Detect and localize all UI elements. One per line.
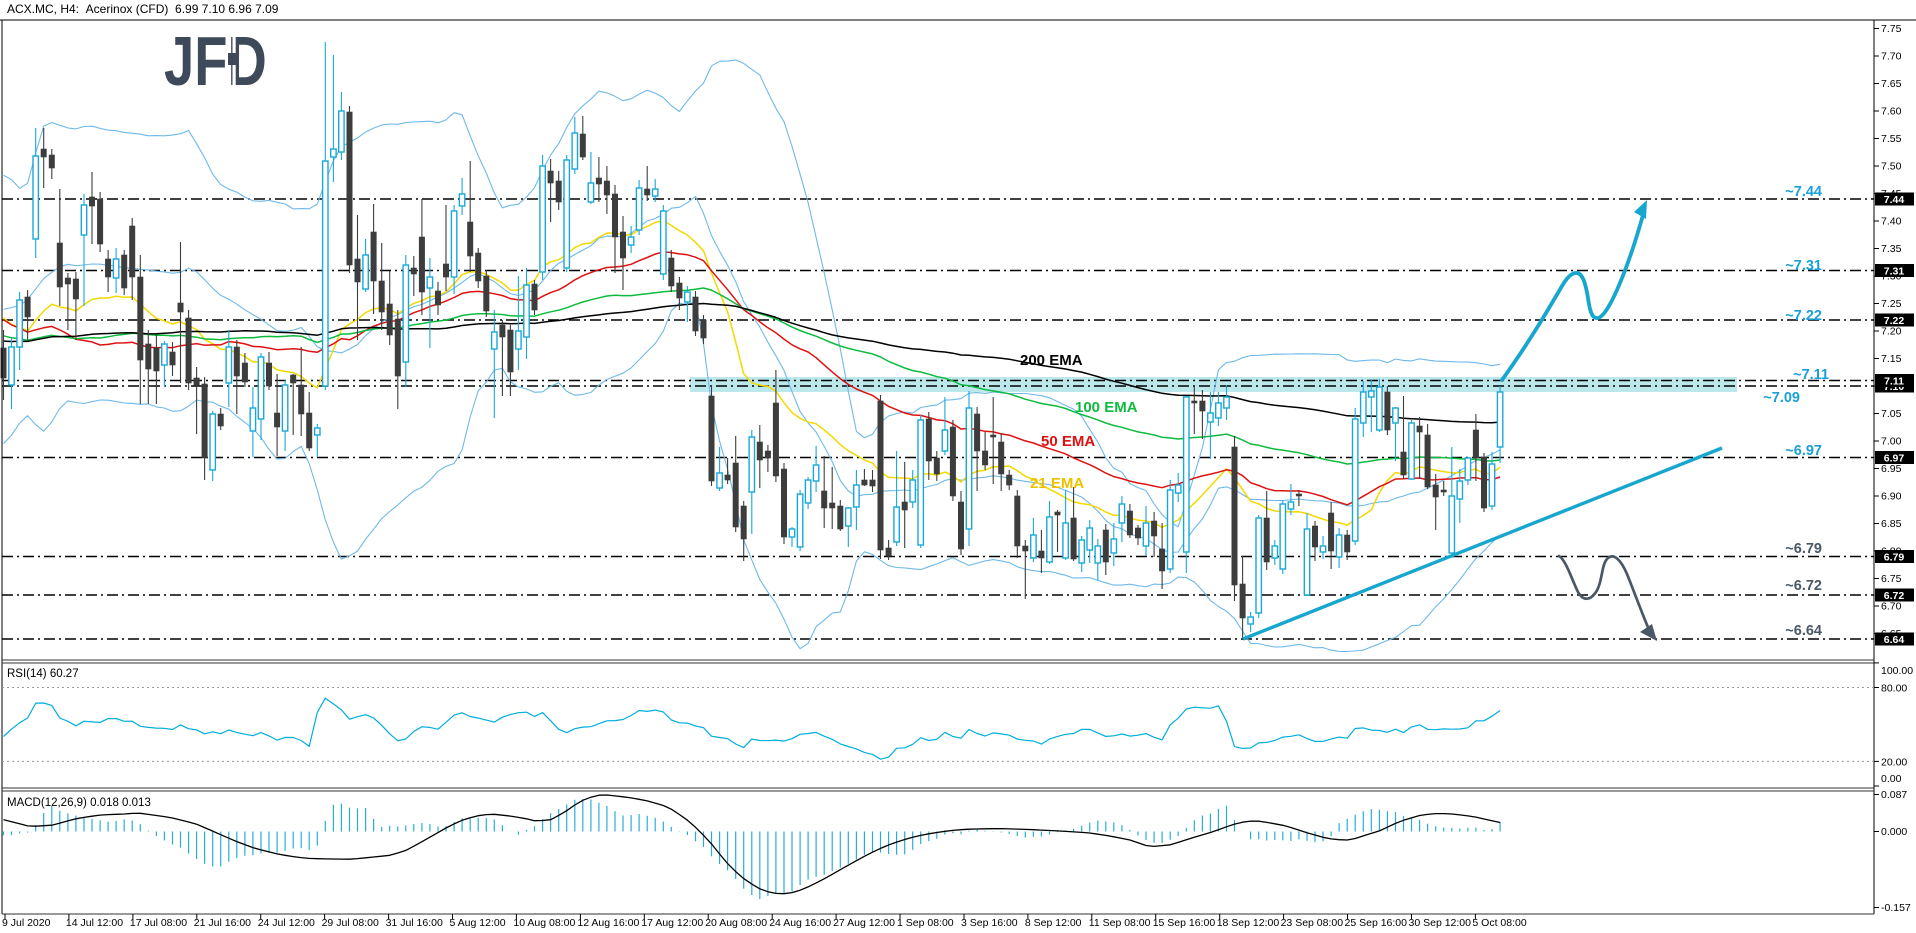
svg-text:0.00: 0.00 — [1881, 773, 1902, 785]
svg-text:7.25: 7.25 — [1881, 298, 1902, 310]
svg-text:20 Aug 08:00: 20 Aug 08:00 — [705, 917, 767, 928]
svg-text:5 Oct 08:00: 5 Oct 08:00 — [1472, 917, 1526, 928]
svg-text:15 Sep 16:00: 15 Sep 16:00 — [1153, 917, 1216, 928]
svg-text:7.50: 7.50 — [1881, 161, 1902, 173]
svg-text:50 EMA: 50 EMA — [1041, 433, 1095, 450]
svg-text:31 Jul 16:00: 31 Jul 16:00 — [386, 917, 443, 928]
svg-text:6.64: 6.64 — [1884, 634, 1905, 646]
svg-text:6.70: 6.70 — [1881, 601, 1902, 613]
svg-text:5 Aug 12:00: 5 Aug 12:00 — [450, 917, 506, 928]
svg-text:21 EMA: 21 EMA — [1030, 475, 1084, 492]
svg-text:6.85: 6.85 — [1881, 518, 1902, 530]
svg-text:24 Aug 16:00: 24 Aug 16:00 — [769, 917, 831, 928]
svg-text:7.31: 7.31 — [1884, 265, 1905, 277]
svg-text:~6.72: ~6.72 — [1785, 578, 1822, 594]
svg-text:6.72: 6.72 — [1884, 590, 1905, 602]
svg-text:18 Sep 12:00: 18 Sep 12:00 — [1217, 917, 1280, 928]
svg-text:14 Jul 12:00: 14 Jul 12:00 — [66, 917, 123, 928]
svg-text:~7.11: ~7.11 — [1793, 367, 1829, 383]
svg-text:30 Sep 12:00: 30 Sep 12:00 — [1409, 917, 1472, 928]
svg-text:3 Sep 16:00: 3 Sep 16:00 — [961, 917, 1018, 928]
svg-text:17 Jul 08:00: 17 Jul 08:00 — [130, 917, 187, 928]
svg-text:7.00: 7.00 — [1881, 436, 1902, 448]
svg-text:7.70: 7.70 — [1881, 51, 1902, 63]
svg-text:20.00: 20.00 — [1881, 757, 1907, 769]
svg-text:25 Sep 16:00: 25 Sep 16:00 — [1345, 917, 1408, 928]
svg-text:21 Jul 16:00: 21 Jul 16:00 — [194, 917, 251, 928]
svg-text:ACX.MC, H4: Acerinox (CFD) 6: ACX.MC, H4: Acerinox (CFD) 6.99 7.10 6.9… — [7, 2, 279, 16]
svg-text:6.90: 6.90 — [1881, 491, 1902, 503]
svg-text:29 Jul 08:00: 29 Jul 08:00 — [322, 917, 379, 928]
svg-text:7.55: 7.55 — [1881, 133, 1902, 145]
svg-text:12 Aug 16:00: 12 Aug 16:00 — [577, 917, 639, 928]
svg-text:-0.157: -0.157 — [1881, 902, 1911, 914]
svg-text:17 Aug 12:00: 17 Aug 12:00 — [641, 917, 703, 928]
svg-text:6.95: 6.95 — [1881, 463, 1902, 475]
svg-text:7.05: 7.05 — [1881, 408, 1902, 420]
svg-text:10 Aug 08:00: 10 Aug 08:00 — [513, 917, 575, 928]
svg-text:7.15: 7.15 — [1881, 353, 1902, 365]
svg-text:100 EMA: 100 EMA — [1075, 399, 1138, 416]
svg-text:80.00: 80.00 — [1881, 683, 1907, 695]
svg-text:7.60: 7.60 — [1881, 106, 1902, 118]
svg-text:9 Jul 2020: 9 Jul 2020 — [2, 917, 51, 928]
svg-text:7.11: 7.11 — [1884, 375, 1904, 387]
svg-text:1 Sep 08:00: 1 Sep 08:00 — [897, 917, 954, 928]
svg-text:8 Sep 12:00: 8 Sep 12:00 — [1025, 917, 1082, 928]
svg-text:7.40: 7.40 — [1881, 216, 1902, 228]
svg-text:~6.79: ~6.79 — [1785, 541, 1822, 557]
svg-text:6.97: 6.97 — [1884, 452, 1905, 464]
svg-text:7.75: 7.75 — [1881, 23, 1902, 35]
svg-text:~7.44: ~7.44 — [1785, 184, 1822, 200]
svg-text:6.79: 6.79 — [1884, 551, 1905, 563]
svg-text:~7.22: ~7.22 — [1785, 308, 1822, 324]
svg-text:~7.09: ~7.09 — [1763, 390, 1800, 406]
svg-text:11 Sep 08:00: 11 Sep 08:00 — [1089, 917, 1151, 928]
svg-text:23 Sep 08:00: 23 Sep 08:00 — [1281, 917, 1344, 928]
svg-text:6.75: 6.75 — [1881, 573, 1902, 585]
svg-text:7.65: 7.65 — [1881, 78, 1902, 90]
svg-text:100.00: 100.00 — [1881, 665, 1913, 677]
svg-text:~6.64: ~6.64 — [1785, 623, 1822, 639]
svg-text:0.087: 0.087 — [1881, 789, 1907, 801]
svg-text:JFD: JFD — [164, 24, 267, 101]
svg-text:27 Aug 12:00: 27 Aug 12:00 — [833, 917, 895, 928]
svg-text:200 EMA: 200 EMA — [1020, 352, 1083, 369]
svg-text:24 Jul 12:00: 24 Jul 12:00 — [258, 917, 315, 928]
svg-text:~6.97: ~6.97 — [1785, 443, 1822, 459]
svg-text:~7.31: ~7.31 — [1785, 258, 1822, 274]
svg-text:0.000: 0.000 — [1881, 826, 1907, 838]
svg-text:7.35: 7.35 — [1881, 243, 1902, 255]
svg-text:RSI(14) 60.27: RSI(14) 60.27 — [7, 668, 79, 680]
svg-text:MACD(12,26,9) 0.018 0.013: MACD(12,26,9) 0.018 0.013 — [7, 797, 151, 809]
svg-text:7.20: 7.20 — [1881, 326, 1902, 338]
svg-text:7.22: 7.22 — [1884, 315, 1905, 327]
svg-text:7.44: 7.44 — [1884, 194, 1905, 206]
